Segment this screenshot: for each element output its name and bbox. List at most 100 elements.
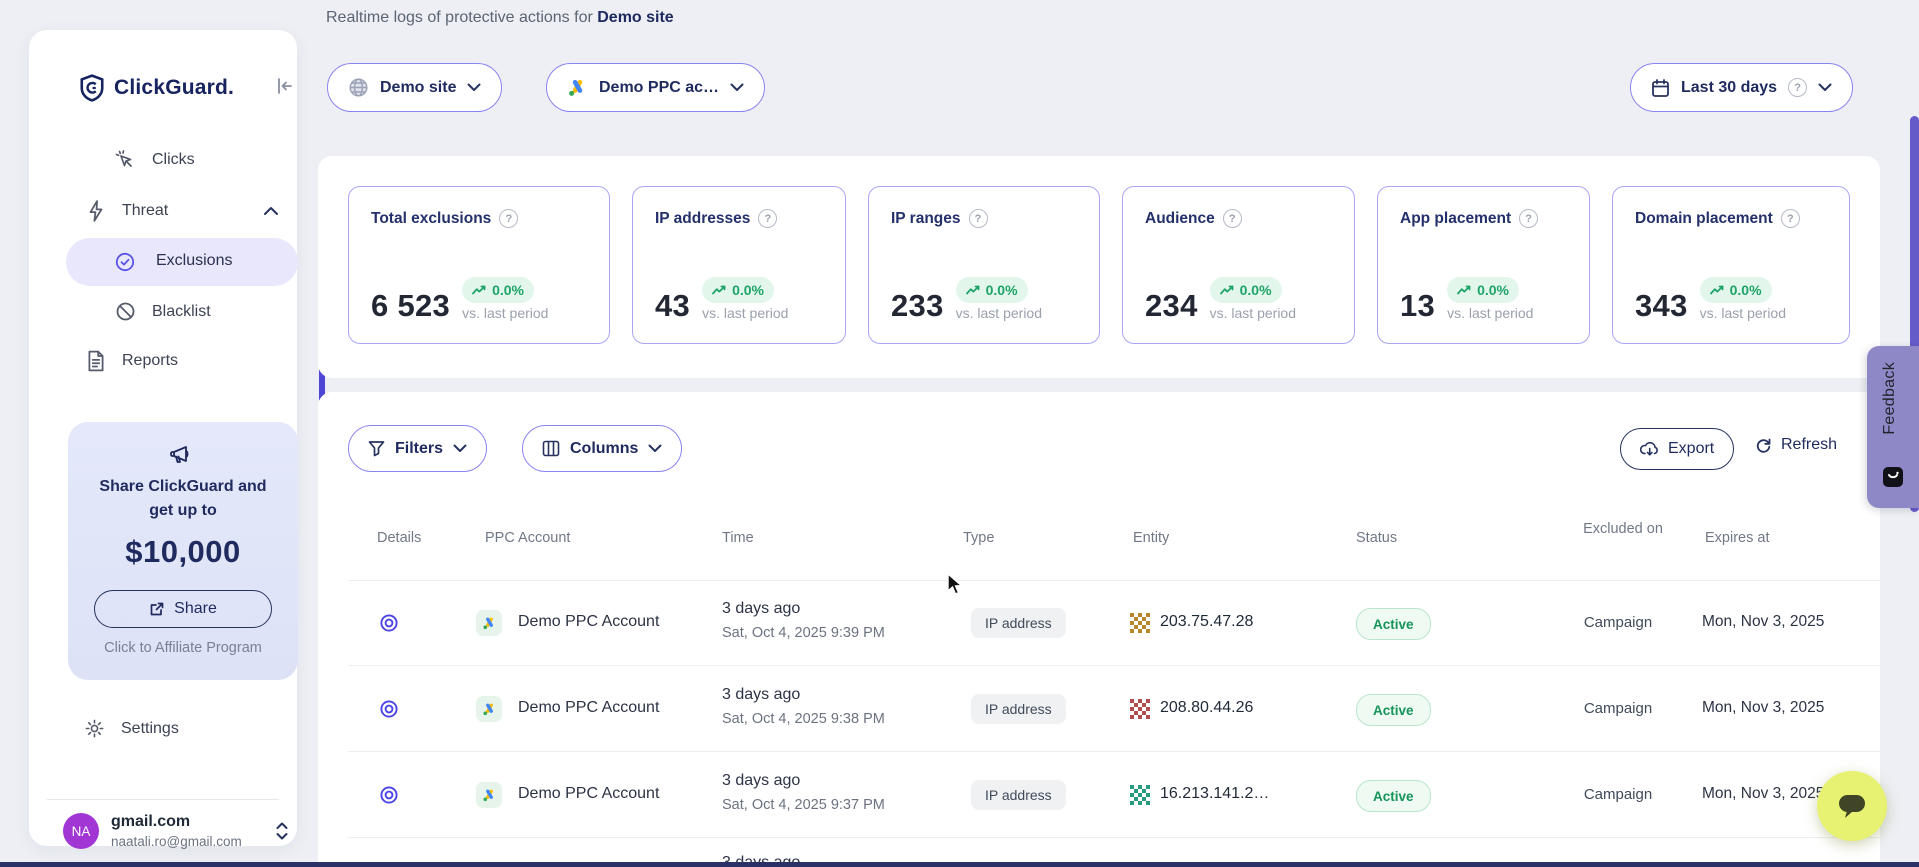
bottom-edge-bar bbox=[0, 862, 1919, 867]
brand-logo[interactable]: ClickGuard. bbox=[79, 74, 234, 102]
cell-expires-at: Mon, Nov 3, 2025 bbox=[1702, 613, 1825, 630]
document-icon bbox=[86, 350, 106, 372]
stat-card-audience: Audience? 234 0.0% vs. last period bbox=[1122, 186, 1355, 344]
subtitle-site-name: Demo site bbox=[597, 9, 674, 26]
help-icon[interactable]: ? bbox=[1788, 78, 1808, 97]
help-icon[interactable]: ? bbox=[1780, 209, 1800, 228]
cell-excluded-on: Campaign bbox=[1583, 786, 1653, 803]
external-link-icon bbox=[149, 601, 165, 617]
type-chip: IP address bbox=[971, 694, 1066, 724]
col-header-type[interactable]: Type bbox=[963, 530, 995, 546]
site-selector-label: Demo site bbox=[380, 78, 457, 96]
view-details-icon[interactable] bbox=[379, 699, 399, 719]
filters-button[interactable]: Filters bbox=[348, 425, 488, 472]
cell-time-relative: 3 days ago bbox=[722, 600, 801, 617]
stat-card-ip-addresses: IP addresses? 43 0.0% vs. last period bbox=[632, 186, 846, 344]
trend-up-icon bbox=[472, 285, 486, 295]
help-icon[interactable]: ? bbox=[499, 209, 519, 228]
sidebar-item-label: Settings bbox=[121, 719, 179, 737]
stat-label: IP ranges bbox=[891, 209, 961, 227]
site-selector[interactable]: Demo site bbox=[327, 63, 503, 112]
help-icon[interactable]: ? bbox=[1519, 209, 1539, 228]
avatar[interactable]: NA bbox=[63, 813, 99, 849]
page-scrollbar[interactable] bbox=[1910, 116, 1919, 512]
date-range-label: Last 30 days bbox=[1681, 78, 1778, 96]
refresh-button[interactable]: Refresh bbox=[1755, 436, 1837, 454]
delta-badge: 0.0% bbox=[702, 277, 775, 303]
sidebar: ClickGuard. Clicks Threat bbox=[29, 30, 325, 849]
stat-label: App placement bbox=[1400, 209, 1512, 227]
col-header-entity[interactable]: Entity bbox=[1133, 530, 1170, 546]
affiliate-promo-card[interactable]: Share ClickGuard and get up to $10,000 S… bbox=[68, 422, 298, 680]
cloud-download-icon bbox=[1640, 441, 1659, 458]
chevron-up-icon[interactable] bbox=[263, 206, 279, 216]
delta-badge: 0.0% bbox=[955, 277, 1028, 303]
cell-excluded-on: Campaign bbox=[1583, 700, 1653, 717]
sidebar-item-clicks[interactable]: Clicks bbox=[114, 149, 195, 171]
affiliate-link-label[interactable]: Click to Affiliate Program bbox=[104, 640, 262, 656]
sidebar-item-settings[interactable]: Settings bbox=[84, 718, 179, 739]
help-icon[interactable]: ? bbox=[758, 209, 778, 228]
table-row[interactable]: Demo PPC Account 3 days ago Sat, Oct 4, … bbox=[318, 666, 1880, 752]
export-label: Export bbox=[1668, 440, 1715, 457]
refresh-icon bbox=[1755, 437, 1772, 454]
share-label: Share bbox=[174, 600, 217, 617]
columns-button[interactable]: Columns bbox=[522, 425, 683, 472]
chat-launcher-button[interactable] bbox=[1817, 771, 1887, 841]
view-details-icon[interactable] bbox=[379, 613, 399, 633]
row-divider bbox=[348, 665, 1880, 666]
entity-identicon bbox=[1130, 785, 1150, 805]
promo-amount: $10,000 bbox=[125, 534, 241, 569]
trend-up-icon bbox=[1219, 285, 1234, 295]
cell-time-absolute: Sat, Oct 4, 2025 9:39 PM bbox=[722, 625, 885, 641]
entity-identicon bbox=[1130, 699, 1150, 719]
sidebar-item-exclusions[interactable]: Exclusions bbox=[66, 238, 298, 286]
cell-entity: 203.75.47.28 bbox=[1160, 613, 1254, 630]
chevron-down-icon bbox=[730, 83, 744, 92]
lightning-icon bbox=[86, 200, 106, 222]
sidebar-divider bbox=[47, 799, 279, 800]
feedback-chat-icon bbox=[1882, 466, 1904, 488]
sidebar-item-threat[interactable]: Threat bbox=[86, 200, 168, 222]
delta-caption: vs. last period bbox=[1699, 305, 1786, 321]
col-header-status[interactable]: Status bbox=[1356, 530, 1398, 546]
trend-up-icon bbox=[1709, 285, 1724, 295]
cell-expires-at: Mon, Nov 3, 2025 bbox=[1702, 699, 1825, 716]
chevron-updown-icon[interactable] bbox=[275, 820, 289, 842]
col-header-time[interactable]: Time bbox=[722, 530, 754, 546]
sidebar-item-reports[interactable]: Reports bbox=[86, 350, 178, 372]
entity-identicon bbox=[1130, 613, 1150, 633]
col-header-excluded-on[interactable]: Excluded on bbox=[1583, 521, 1663, 537]
col-header-details[interactable]: Details bbox=[377, 530, 422, 546]
cursor-click-icon bbox=[114, 149, 136, 171]
trend-up-icon bbox=[965, 285, 980, 295]
cell-ppc-account: Demo PPC Account bbox=[518, 785, 660, 802]
delta-badge: 0.0% bbox=[1209, 277, 1282, 303]
col-header-expires-at[interactable]: Expires at bbox=[1705, 530, 1770, 546]
delta-caption: vs. last period bbox=[1447, 305, 1534, 321]
sidebar-item-label: Clicks bbox=[152, 151, 195, 168]
ppc-account-selector[interactable]: Demo PPC ac… bbox=[546, 63, 766, 112]
row-divider bbox=[348, 837, 1880, 838]
exclusions-table-panel: Filters Columns bbox=[318, 392, 1880, 867]
share-button[interactable]: Share bbox=[94, 590, 272, 628]
date-range-selector[interactable]: Last 30 days ? bbox=[1630, 63, 1854, 112]
cell-entity: 208.80.44.26 bbox=[1160, 699, 1254, 716]
delta-caption: vs. last period bbox=[702, 305, 789, 321]
sidebar-collapse-icon[interactable] bbox=[275, 76, 295, 96]
table-row[interactable]: Demo PPC Account 3 days ago Sat, Oct 4, … bbox=[318, 752, 1880, 838]
cell-time-absolute: Sat, Oct 4, 2025 9:37 PM bbox=[722, 797, 885, 813]
table-row[interactable]: Demo PPC Account 3 days ago Sat, Oct 4, … bbox=[318, 580, 1880, 666]
export-button[interactable]: Export bbox=[1620, 428, 1735, 470]
view-details-icon[interactable] bbox=[379, 785, 399, 805]
columns-label: Columns bbox=[570, 439, 639, 457]
feedback-tab[interactable]: Feedback bbox=[1867, 346, 1919, 508]
help-icon[interactable]: ? bbox=[968, 209, 988, 228]
sidebar-item-blacklist[interactable]: Blacklist bbox=[115, 301, 211, 322]
cell-entity: 16.213.141.2… bbox=[1160, 785, 1270, 802]
col-header-ppc-account[interactable]: PPC Account bbox=[485, 530, 571, 546]
help-icon[interactable]: ? bbox=[1222, 209, 1242, 228]
stat-value: 13 bbox=[1400, 288, 1436, 323]
stat-value: 234 bbox=[1145, 288, 1198, 323]
